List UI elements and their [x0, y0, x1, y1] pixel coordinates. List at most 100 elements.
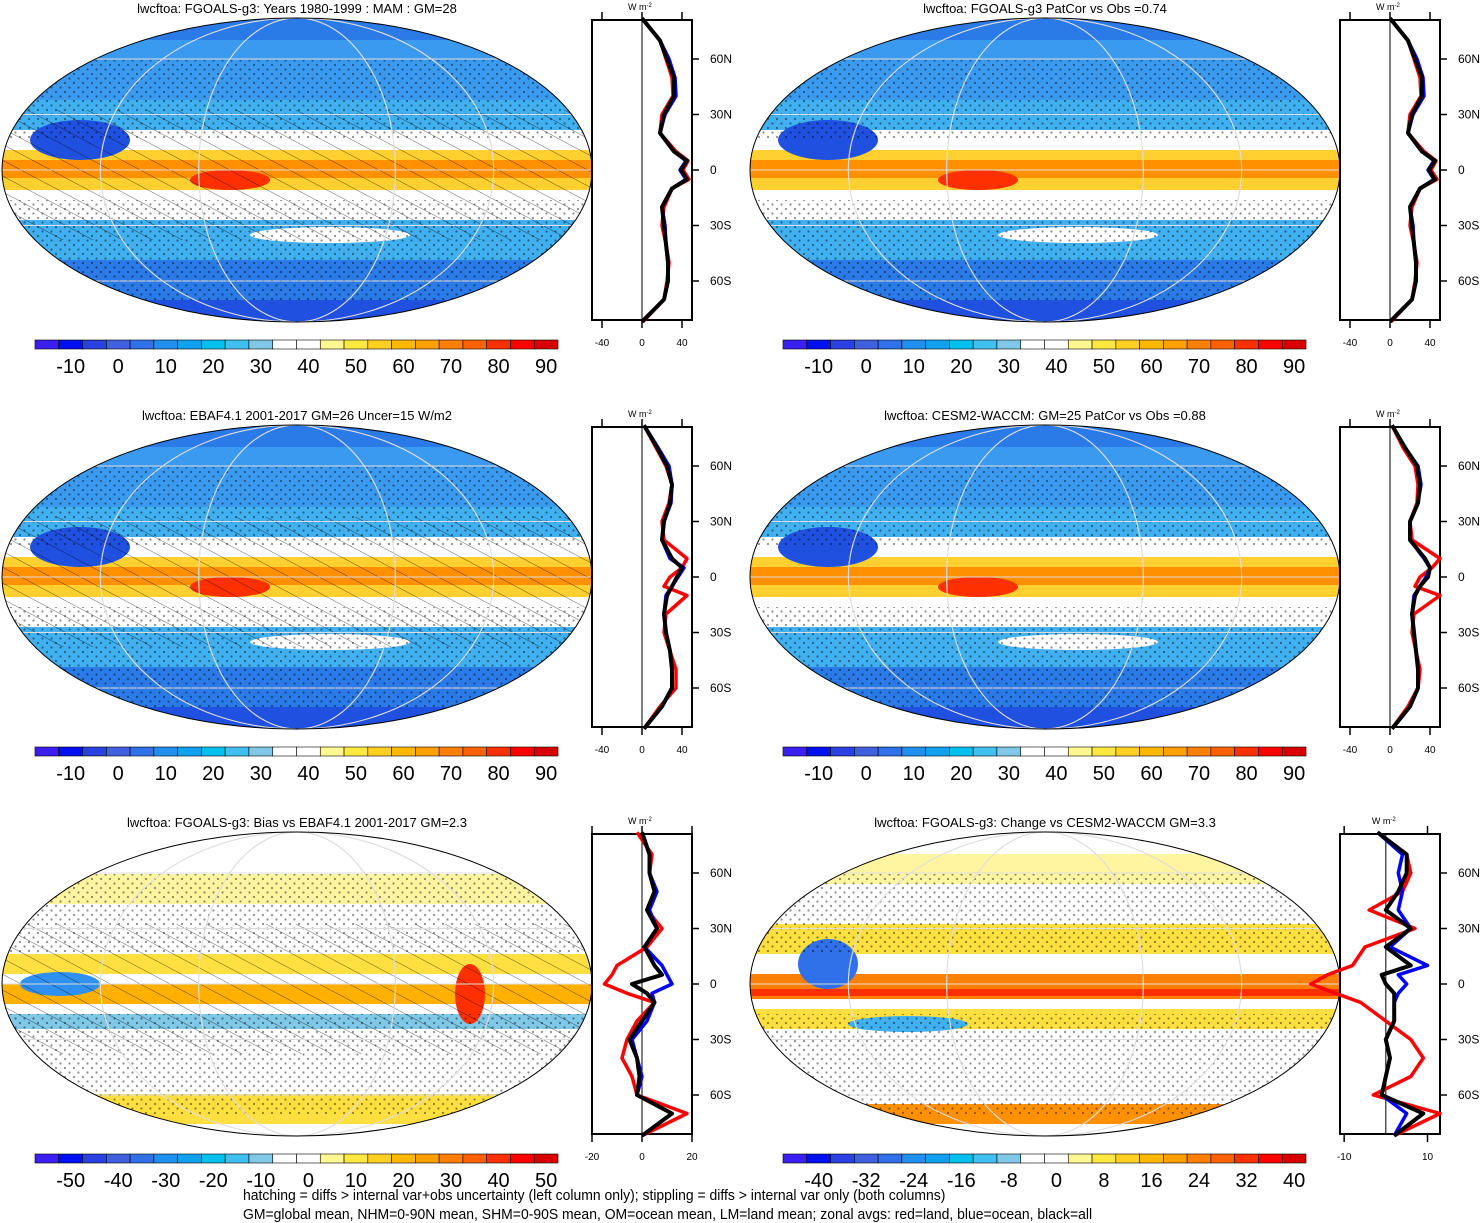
colorbar-box [854, 1153, 879, 1164]
lat-label: 60N [710, 866, 732, 880]
colorbar-label: 40 [1045, 763, 1067, 785]
lat-label: 30S [1458, 219, 1479, 233]
colorbar-box [1281, 1153, 1307, 1164]
zonal-frame [1339, 833, 1441, 1135]
colorbar-label: 80 [487, 356, 509, 378]
lat-label: 60N [710, 52, 732, 66]
colorbar-box [972, 1153, 998, 1164]
colorbar-box [1186, 339, 1212, 350]
colorbar-box [1163, 339, 1188, 350]
colorbar-box [34, 1153, 60, 1164]
colorbar-box [1115, 746, 1140, 757]
panel-title: lwcftoa: CESM2-WACCM: GM=25 PatCor vs Ob… [884, 408, 1206, 423]
colorbar-box [1115, 1153, 1140, 1164]
lat-label: 60S [710, 1088, 731, 1102]
map-band [750, 160, 1340, 178]
colorbar-box [391, 746, 416, 757]
colorbar-label: 40 [487, 1170, 509, 1192]
colorbar-box [1210, 1153, 1235, 1164]
zonal-mean-plot: W m-2 -40 0 40 60N 30N 0 30S 60S [591, 409, 732, 756]
colorbar-box [996, 1153, 1022, 1164]
colorbar-label: -30 [151, 1170, 180, 1192]
colorbar-box [1139, 1153, 1164, 1164]
x-tick-label: 20 [686, 1152, 698, 1163]
colorbar-label: 90 [535, 763, 557, 785]
colorbar-box [925, 339, 950, 350]
colorbar-box [901, 746, 926, 757]
colorbar-label: -10 [804, 356, 833, 378]
zonal-line-land [602, 831, 689, 1138]
colorbar-box [58, 746, 83, 757]
zonal-line-all [1388, 17, 1437, 324]
footnote-hatching: hatching = diffs > internal var+obs unce… [243, 1187, 946, 1204]
colorbar-box [925, 1153, 950, 1164]
colorbar-box [224, 339, 250, 350]
lat-label: 30S [1458, 1033, 1479, 1047]
panel-2: lwcftoa: EBAF4.1 2001-2017 GM=26 Uncer=1… [1, 408, 732, 785]
colorbar-box [1163, 746, 1188, 757]
lat-label: 30S [1458, 626, 1479, 640]
colorbar-label: 30 [998, 763, 1020, 785]
zonal-unit: W m-2 [1372, 816, 1396, 826]
colorbar-box [854, 746, 879, 757]
panel-title: lwcftoa: EBAF4.1 2001-2017 GM=26 Uncer=1… [142, 408, 452, 423]
lat-label: 60S [710, 681, 731, 695]
colorbar: -10 0 10 20 30 40 50 60 70 80 90 [782, 339, 1307, 378]
panel-1: lwcftoa: FGOALS-g3 PatCor vs Obs =0.74 W … [749, 1, 1480, 378]
zonal-unit: W m-2 [1376, 2, 1400, 12]
colorbar-box [272, 746, 297, 757]
colorbar-box [1234, 746, 1259, 757]
footnote-definitions: GM=global mean, NHM=0-90N mean, SHM=0-90… [243, 1206, 1093, 1223]
lat-label: 60S [1458, 681, 1479, 695]
map-band [750, 989, 1340, 996]
colorbar-box [782, 1153, 808, 1164]
colorbar-box [106, 339, 131, 350]
colorbar-label: 70 [440, 763, 462, 785]
colorbar-box [806, 339, 831, 350]
zonal-line-ocean [1390, 424, 1432, 730]
colorbar: -40 -32 -24 -16 -8 0 8 16 24 32 40 [782, 1153, 1307, 1192]
warm-pool [938, 577, 1018, 597]
colorbar-box [854, 339, 879, 350]
colorbar-box [533, 339, 559, 350]
colorbar-box [248, 339, 274, 350]
map [750, 832, 1340, 1136]
colorbar-box [153, 1153, 178, 1164]
zonal-line-all [1376, 830, 1426, 1138]
colorbar-box [1210, 746, 1235, 757]
x-tick-label: 40 [676, 745, 688, 756]
lat-label: 60N [1458, 866, 1480, 880]
colorbar-box [129, 339, 155, 350]
colorbar-box [201, 339, 226, 350]
colorbar-label: 0 [1051, 1170, 1062, 1192]
panel-title: lwcftoa: FGOALS-g3: Years 1980-1999 : MA… [137, 1, 457, 16]
colorbar-label: -10 [56, 356, 85, 378]
colorbar-box [877, 746, 903, 757]
hatching [2, 517, 592, 647]
colorbar-box [296, 1153, 321, 1164]
colorbar-box [949, 1153, 974, 1164]
x-tick-label: -20 [585, 1152, 600, 1163]
colorbar-box [391, 339, 416, 350]
colorbar-box [1115, 339, 1140, 350]
colorbar-label: -16 [947, 1170, 976, 1192]
lat-label: 60S [710, 274, 731, 288]
colorbar-box [1091, 746, 1117, 757]
colorbar-box [1067, 746, 1093, 757]
colorbar-box [343, 1153, 369, 1164]
lat-label: 0 [1458, 570, 1465, 584]
lat-label: 60N [1458, 459, 1480, 473]
colorbar-box [415, 339, 440, 350]
colorbar-box [1020, 339, 1045, 350]
colorbar-box [272, 1153, 297, 1164]
colorbar-box [177, 1153, 202, 1164]
colorbar-label: 0 [861, 356, 872, 378]
panel-5: lwcftoa: FGOALS-g3: Change vs CESM2-WACC… [749, 815, 1480, 1192]
colorbar-box [1044, 339, 1069, 350]
colorbar-box [830, 1153, 855, 1164]
colorbar-box [58, 1153, 83, 1164]
colorbar-label: 50 [535, 1170, 557, 1192]
zonal-line-ocean [630, 831, 674, 1138]
colorbar-label: 70 [1188, 763, 1210, 785]
colorbar-label: 24 [1188, 1170, 1210, 1192]
